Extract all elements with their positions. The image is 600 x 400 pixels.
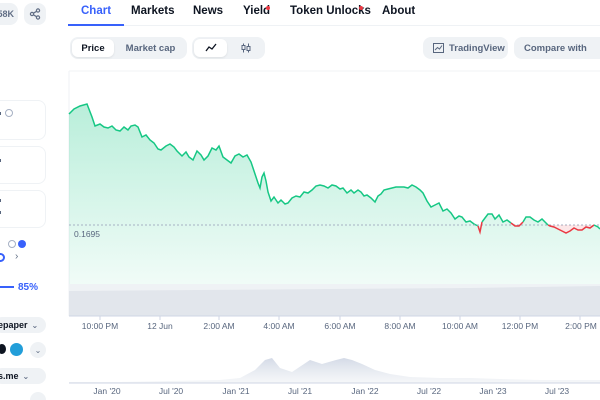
socials-dropdown-button[interactable]: ⌄ bbox=[30, 342, 46, 358]
chevron-down-icon: ⌄ bbox=[31, 320, 39, 330]
volume-bars bbox=[69, 286, 600, 316]
reference-price-label: 0.1695 bbox=[74, 229, 100, 239]
verified-icon bbox=[18, 240, 26, 248]
stat-card-4: › bbox=[0, 234, 46, 272]
candlestick-icon bbox=[241, 43, 250, 53]
line-chart-icon bbox=[204, 43, 217, 52]
tab-news[interactable]: News bbox=[193, 5, 224, 17]
whitepaper-label: epaper bbox=[0, 320, 28, 330]
stat-card-1 bbox=[0, 100, 46, 140]
navigator-tick-label: Jan '23 bbox=[479, 386, 507, 396]
circle-icon bbox=[0, 253, 5, 262]
navigator-tick-label: Jul '23 bbox=[544, 386, 570, 396]
chevron-down-icon: ⌄ bbox=[22, 371, 30, 381]
navigator-tick-label: Jan '22 bbox=[351, 386, 379, 396]
progress-bar bbox=[0, 286, 14, 288]
progress-percent: 85% bbox=[18, 282, 39, 293]
token-unlocks-new-badge bbox=[359, 6, 363, 10]
tab-chart[interactable]: Chart bbox=[81, 5, 112, 17]
whitepaper-link[interactable]: epaper ⌄ bbox=[0, 317, 46, 333]
website-link[interactable]: s.me ⌄ bbox=[0, 368, 46, 384]
x-tick-label: 2:00 PM bbox=[565, 321, 597, 331]
navigator-tick-label: Jul '22 bbox=[416, 386, 442, 396]
x-tick-label: 10:00 PM bbox=[81, 321, 119, 331]
compare-with-dropdown[interactable]: Compare with bbox=[514, 37, 600, 59]
price-toggle-button[interactable]: Price bbox=[72, 39, 114, 57]
share-button[interactable] bbox=[24, 3, 46, 25]
yield-new-badge bbox=[266, 6, 270, 10]
navigator-tick-label: Jan '21 bbox=[222, 386, 250, 396]
price-line-down-2 bbox=[510, 221, 524, 227]
info-icon bbox=[8, 240, 16, 248]
watchlist-count-button[interactable]: 58K bbox=[0, 3, 18, 25]
info-icon bbox=[5, 109, 13, 117]
chevron-right-icon[interactable]: › bbox=[15, 251, 19, 262]
x-tick-label: 12:00 PM bbox=[501, 321, 539, 331]
x-axis-ticks bbox=[99, 316, 581, 320]
tab-yield[interactable]: Yield bbox=[243, 5, 271, 17]
page-tabs: Chart Markets News Yield Token Unlocks A… bbox=[68, 0, 600, 26]
share-icon bbox=[29, 8, 41, 20]
x-tick-label: 6:00 AM bbox=[324, 321, 356, 331]
price-line-up-2 bbox=[481, 213, 512, 224]
stat-card-2 bbox=[0, 146, 46, 184]
coin-sidebar: 58K › 85% bbox=[0, 0, 55, 400]
price-line bbox=[68, 103, 479, 227]
tradingview-label: TradingView bbox=[449, 42, 505, 54]
metric-toggle: Price Market cap bbox=[70, 37, 187, 59]
tab-markets[interactable]: Markets bbox=[131, 5, 175, 17]
price-line-down-3 bbox=[547, 224, 595, 234]
website-label: s.me bbox=[0, 371, 19, 381]
price-line-up-3 bbox=[522, 216, 549, 226]
compare-with-label: Compare with bbox=[524, 42, 587, 54]
tab-about[interactable]: About bbox=[382, 5, 416, 17]
below-reference-fill bbox=[548, 225, 594, 233]
navigator-area bbox=[69, 358, 600, 383]
navigator-tick-label: Jul '20 bbox=[158, 386, 184, 396]
tradingview-icon bbox=[433, 43, 444, 53]
stat-card-3 bbox=[0, 190, 46, 228]
x-tick-label: 2:00 AM bbox=[203, 321, 235, 331]
chart-type-toggle bbox=[192, 37, 265, 59]
price-line-down-1 bbox=[477, 221, 483, 235]
candlestick-chart-button[interactable] bbox=[229, 39, 262, 57]
x-tick-label: 4:00 AM bbox=[263, 321, 295, 331]
watchlist-count: 58K bbox=[0, 9, 14, 19]
line-chart-button[interactable] bbox=[194, 39, 227, 57]
navigator-tick-label: Jul '21 bbox=[287, 386, 313, 396]
market-cap-toggle-button[interactable]: Market cap bbox=[125, 42, 176, 54]
x-tick-label: 10:00 AM bbox=[442, 321, 478, 331]
telegram-icon[interactable] bbox=[10, 343, 23, 356]
more-links-button[interactable] bbox=[30, 392, 46, 400]
active-tab-indicator bbox=[68, 24, 124, 26]
price-line-up-4 bbox=[593, 224, 600, 230]
navigator-tick-label: Jan '20 bbox=[93, 386, 121, 396]
tab-token-unlocks[interactable]: Token Unlocks bbox=[290, 5, 371, 17]
x-tick-label: 12 Jun bbox=[147, 321, 173, 331]
x-tick-label: 8:00 AM bbox=[384, 321, 416, 331]
github-icon[interactable] bbox=[0, 344, 6, 354]
tradingview-button[interactable]: TradingView bbox=[423, 37, 508, 59]
